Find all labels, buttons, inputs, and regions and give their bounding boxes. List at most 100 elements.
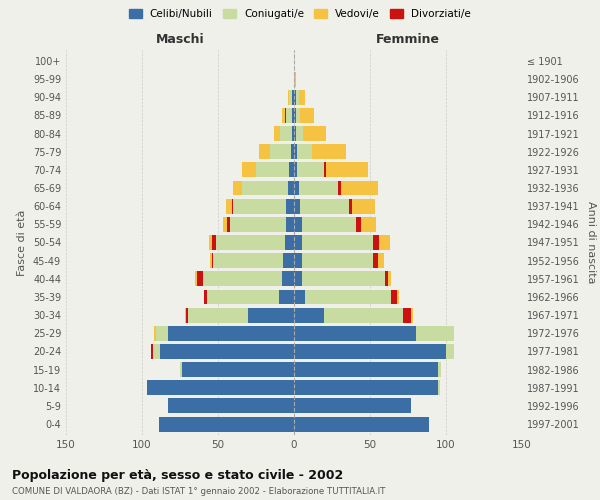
Bar — [294, 198, 300, 214]
Bar — [325, 162, 326, 178]
Bar — [446, 344, 454, 359]
Bar — [208, 290, 279, 304]
Bar — [274, 126, 280, 141]
Bar — [269, 144, 291, 159]
Bar — [232, 198, 233, 214]
Bar — [294, 144, 297, 159]
Bar — [285, 235, 294, 250]
Text: COMUNE DI VALDAORA (BZ) - Dati ISTAT 1° gennaio 2002 - Elaborazione TUTTITALIA.I: COMUNE DI VALDAORA (BZ) - Dati ISTAT 1° … — [12, 487, 385, 496]
Text: Femmine: Femmine — [376, 34, 440, 46]
Bar — [209, 235, 212, 250]
Bar — [294, 272, 302, 286]
Bar — [302, 235, 373, 250]
Bar — [289, 162, 294, 178]
Bar — [288, 180, 294, 196]
Bar — [288, 90, 289, 104]
Bar — [296, 90, 299, 104]
Bar — [294, 126, 296, 141]
Bar — [294, 180, 299, 196]
Bar — [296, 126, 303, 141]
Bar — [312, 144, 346, 159]
Bar — [294, 398, 411, 413]
Bar — [185, 308, 186, 322]
Bar — [403, 308, 411, 322]
Bar — [294, 162, 297, 178]
Bar — [226, 198, 232, 214]
Bar — [168, 326, 294, 340]
Bar — [385, 272, 388, 286]
Bar — [294, 308, 325, 322]
Bar — [294, 108, 296, 123]
Y-axis label: Fasce di età: Fasce di età — [17, 210, 27, 276]
Bar — [302, 217, 356, 232]
Bar — [352, 198, 374, 214]
Bar — [294, 217, 302, 232]
Bar — [259, 144, 269, 159]
Bar — [180, 362, 182, 377]
Bar — [280, 126, 292, 141]
Bar — [146, 380, 294, 395]
Bar — [182, 362, 294, 377]
Bar — [292, 126, 294, 141]
Bar — [299, 180, 338, 196]
Bar — [297, 144, 312, 159]
Bar — [203, 272, 282, 286]
Bar — [326, 162, 368, 178]
Bar — [294, 344, 446, 359]
Text: Popolazione per età, sesso e stato civile - 2002: Popolazione per età, sesso e stato civil… — [12, 470, 343, 482]
Bar — [217, 235, 285, 250]
Text: Maschi: Maschi — [155, 34, 205, 46]
Bar — [286, 108, 292, 123]
Bar — [223, 217, 227, 232]
Bar — [195, 272, 197, 286]
Bar — [292, 108, 294, 123]
Bar — [282, 108, 285, 123]
Bar — [325, 308, 403, 322]
Bar — [361, 217, 376, 232]
Bar — [294, 326, 416, 340]
Y-axis label: Anni di nascita: Anni di nascita — [586, 201, 596, 284]
Bar — [188, 308, 248, 322]
Bar — [338, 180, 341, 196]
Bar — [186, 308, 188, 322]
Bar — [242, 162, 256, 178]
Bar — [230, 217, 286, 232]
Bar — [282, 272, 294, 286]
Bar — [299, 90, 305, 104]
Bar — [291, 144, 294, 159]
Bar — [373, 235, 379, 250]
Bar — [233, 180, 242, 196]
Bar — [300, 198, 349, 214]
Bar — [233, 198, 286, 214]
Bar — [439, 362, 442, 377]
Bar — [160, 344, 294, 359]
Bar — [279, 290, 294, 304]
Bar — [152, 344, 160, 359]
Bar — [296, 108, 300, 123]
Bar — [283, 253, 294, 268]
Bar — [391, 290, 397, 304]
Bar — [227, 217, 230, 232]
Bar — [341, 180, 377, 196]
Bar — [294, 380, 439, 395]
Bar — [356, 217, 361, 232]
Bar — [155, 326, 168, 340]
Legend: Celibi/Nubili, Coniugati/e, Vedovi/e, Divorziati/e: Celibi/Nubili, Coniugati/e, Vedovi/e, Di… — [125, 5, 475, 24]
Bar — [242, 180, 288, 196]
Bar — [248, 308, 294, 322]
Bar — [302, 253, 373, 268]
Bar — [212, 253, 214, 268]
Bar — [388, 272, 391, 286]
Bar — [294, 72, 296, 86]
Bar — [168, 398, 294, 413]
Bar — [154, 326, 155, 340]
Bar — [211, 253, 212, 268]
Bar — [197, 272, 203, 286]
Bar — [286, 198, 294, 214]
Bar — [349, 198, 352, 214]
Bar — [397, 290, 399, 304]
Bar — [214, 253, 283, 268]
Bar — [212, 235, 217, 250]
Bar — [379, 235, 390, 250]
Bar — [294, 90, 296, 104]
